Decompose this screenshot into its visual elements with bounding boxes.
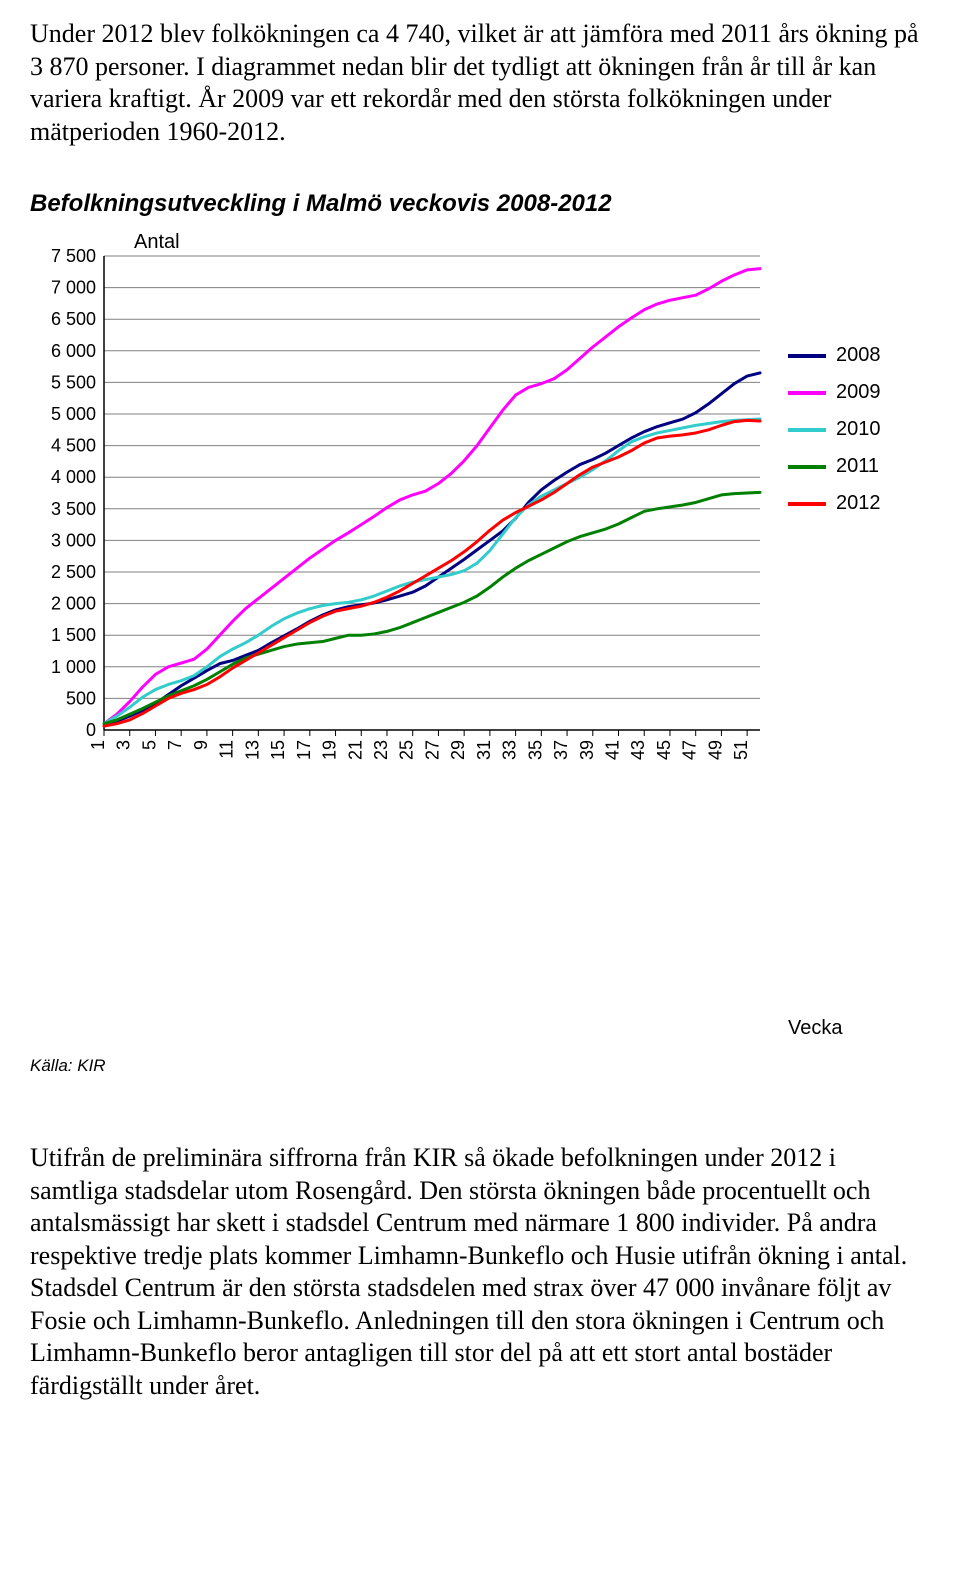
svg-text:19: 19	[320, 740, 340, 760]
svg-text:17: 17	[294, 740, 314, 760]
line-chart: 0 500 1 000 1 500 2 000 2 500 3 000 3 500 4 000 4…	[30, 226, 770, 786]
chart-source: Källa: KIR	[30, 1056, 930, 1076]
svg-text:6 500: 6 500	[51, 309, 96, 329]
svg-text:39: 39	[577, 740, 597, 760]
chart-title: Befolkningsutveckling i Malmö veckovis 2…	[30, 190, 930, 218]
legend-swatch	[788, 428, 826, 432]
legend-label: 2012	[836, 492, 881, 515]
svg-text:11: 11	[217, 740, 237, 759]
legend-item: 2008	[788, 344, 881, 367]
chart-container: 0 500 1 000 1 500 2 000 2 500 3 000 3 500 4 000 4…	[30, 226, 930, 1040]
svg-text:41: 41	[603, 740, 623, 760]
svg-text:49: 49	[705, 740, 725, 760]
body-paragraph-2: Utifrån de preliminära siffrorna från KI…	[30, 1142, 930, 1402]
svg-text:5 000: 5 000	[51, 404, 96, 424]
svg-text:5: 5	[139, 740, 159, 750]
svg-text:29: 29	[448, 740, 468, 760]
chart-legend: 2008 2009 2010 2011 2012	[788, 344, 881, 515]
svg-text:2 500: 2 500	[51, 562, 96, 582]
svg-text:1 000: 1 000	[51, 657, 96, 677]
svg-text:33: 33	[500, 740, 520, 760]
svg-text:500: 500	[66, 688, 96, 708]
svg-text:37: 37	[551, 740, 571, 760]
svg-text:47: 47	[680, 740, 700, 760]
svg-text:4 000: 4 000	[51, 467, 96, 487]
svg-text:Antal: Antal	[134, 231, 180, 253]
svg-text:25: 25	[397, 740, 417, 760]
svg-text:15: 15	[268, 740, 288, 760]
svg-text:6 000: 6 000	[51, 341, 96, 361]
svg-text:1 500: 1 500	[51, 625, 96, 645]
legend-label: 2010	[836, 418, 881, 441]
svg-text:5 500: 5 500	[51, 372, 96, 392]
svg-text:23: 23	[371, 740, 391, 760]
legend-label: 2011	[836, 455, 879, 478]
svg-text:31: 31	[474, 740, 494, 760]
svg-text:7 000: 7 000	[51, 278, 96, 298]
body-paragraph-1: Under 2012 blev folkökningen ca 4 740, v…	[30, 18, 930, 148]
x-axis-title: Vecka	[788, 1017, 881, 1040]
svg-text:3: 3	[114, 740, 134, 750]
svg-text:13: 13	[242, 740, 262, 760]
svg-text:27: 27	[422, 740, 442, 760]
legend-swatch	[788, 354, 826, 358]
svg-text:51: 51	[731, 740, 751, 760]
svg-text:1: 1	[88, 740, 108, 750]
legend-swatch	[788, 502, 826, 506]
svg-text:7: 7	[165, 740, 185, 750]
legend-swatch	[788, 391, 826, 395]
svg-text:4 500: 4 500	[51, 436, 96, 456]
legend-label: 2009	[836, 381, 881, 404]
legend-item: 2010	[788, 418, 881, 441]
legend-item: 2012	[788, 492, 881, 515]
svg-text:9: 9	[191, 740, 211, 750]
svg-text:3 000: 3 000	[51, 530, 96, 550]
legend-label: 2008	[836, 344, 881, 367]
svg-text:43: 43	[628, 740, 648, 760]
legend-item: 2009	[788, 381, 881, 404]
svg-text:0: 0	[86, 720, 96, 740]
svg-text:3 500: 3 500	[51, 499, 96, 519]
legend-swatch	[788, 465, 826, 469]
svg-text:21: 21	[345, 740, 365, 760]
svg-text:2 000: 2 000	[51, 594, 96, 614]
legend-item: 2011	[788, 455, 881, 478]
svg-text:7 500: 7 500	[51, 246, 96, 266]
svg-text:45: 45	[654, 740, 674, 760]
svg-text:35: 35	[525, 740, 545, 760]
